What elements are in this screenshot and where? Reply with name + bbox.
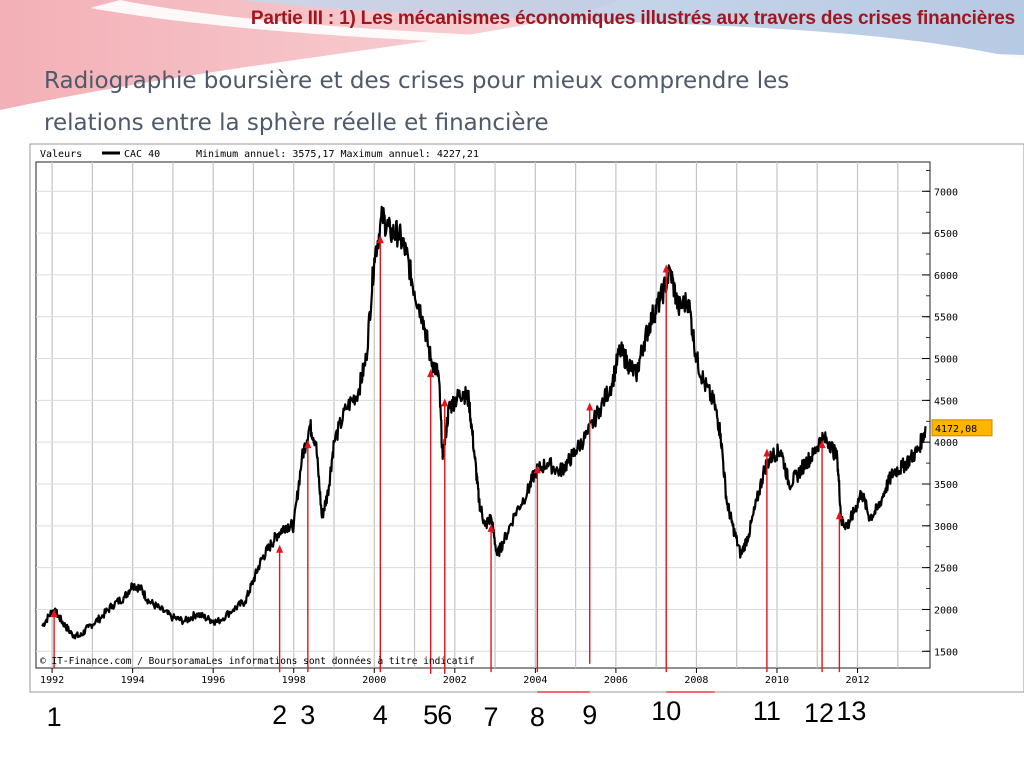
x-tick-label: 2004 — [523, 675, 547, 686]
annotation-arrow-head — [441, 398, 449, 407]
crisis-callout-10: 10 — [651, 696, 682, 726]
y-tick-label: 1500 — [934, 647, 958, 658]
last-value-badge-box — [931, 419, 993, 437]
y-tick-label: 4000 — [934, 438, 958, 449]
slide-decor-pink-wave — [0, 0, 620, 110]
crisis-callout-1: 1 — [46, 702, 62, 732]
annotation-arrow-head — [533, 465, 541, 474]
annotation-layer — [50, 235, 843, 693]
header-annual-stats: Minimum annuel: 3575,17 Maximum annuel: … — [196, 149, 479, 160]
annotation-arrow-head — [763, 448, 771, 457]
slide-subtitle-line-1: Radiographie boursière et des crises pou… — [44, 68, 790, 94]
annotation-arrow-head — [50, 609, 58, 618]
annotation-arrow-head — [304, 440, 312, 449]
y-tick-label: 2000 — [934, 605, 958, 616]
x-tick-label: 2010 — [765, 675, 789, 686]
slide-subtitle: Radiographie boursière et des crises pou… — [44, 60, 994, 144]
x-tick-label: 2006 — [604, 675, 628, 686]
slide-subtitle-line-2: relations entre la sphère réelle et fina… — [44, 110, 549, 136]
annotation-arrow-head — [427, 369, 435, 378]
annotation-arrow-head — [818, 440, 826, 449]
crisis-callout-2: 2 — [272, 700, 288, 730]
y-tick-label: 2500 — [934, 564, 958, 575]
annotation-arrow-head — [276, 544, 284, 553]
slide-decor-white-swoosh — [90, 0, 1024, 62]
x-tick-label: 1994 — [121, 675, 145, 686]
crisis-callout-4: 4 — [372, 700, 388, 730]
slide-decor-blue-wave — [240, 0, 1024, 60]
legend-series-name: CAC 40 — [124, 149, 160, 160]
x-tick-label: 1992 — [40, 675, 64, 686]
crisis-callout-12: 12 — [804, 698, 835, 728]
y-tick-label: 5500 — [934, 313, 958, 324]
annotation-arrow-head — [487, 523, 495, 532]
grid-layer — [36, 162, 930, 668]
x-tick-label: 1996 — [201, 675, 225, 686]
annotation-arrow-head — [835, 511, 843, 520]
y-tick-label: 7000 — [934, 187, 958, 198]
x-tick-label: 2002 — [443, 675, 467, 686]
crisis-callout-11: 11 — [752, 696, 781, 726]
y-tick-label: 6000 — [934, 271, 958, 282]
y-tick-label: 5000 — [934, 355, 958, 366]
annotation-arrow-head — [376, 235, 384, 244]
slide-title: Partie III : 1) Les mécanismes économiqu… — [250, 8, 1015, 29]
crisis-callout-5: 5 — [423, 700, 439, 730]
annotation-arrow-head — [586, 402, 594, 411]
header-valeurs-label: Valeurs — [40, 149, 82, 160]
y-tick-label: 4500 — [934, 396, 958, 407]
y-tick-label: 3500 — [934, 480, 958, 491]
crisis-callout-13: 13 — [836, 696, 867, 726]
y-tick-label: 6500 — [934, 229, 958, 240]
annotation-arrow-head — [662, 264, 670, 273]
plot-area — [35, 161, 931, 669]
crisis-callout-6: 6 — [437, 700, 453, 730]
x-tick-label: 2012 — [845, 675, 869, 686]
crisis-callout-8: 8 — [529, 702, 545, 732]
last-value-badge: 4172,08 — [931, 419, 993, 437]
x-tick-label: 2008 — [684, 675, 708, 686]
x-tick-label: 1998 — [282, 675, 306, 686]
series-layer — [41, 205, 927, 640]
chart-source-note: © IT-Finance.com / BoursoramaLes informa… — [40, 656, 475, 667]
crisis-callout-7: 7 — [483, 702, 499, 732]
slide-decor — [0, 0, 1024, 110]
series-line-cac40 — [41, 205, 927, 640]
axis-layer: 1992 1994 1996 1998 2000 2002 2004 2006 2008 2010… — [40, 169, 958, 686]
crisis-callout-3: 3 — [300, 700, 316, 730]
chart-header: Valeurs CAC 40 Minimum annuel: 3575,17 M… — [40, 149, 479, 160]
x-tick-label: 2000 — [362, 675, 386, 686]
y-tick-label: 3000 — [934, 522, 958, 533]
crisis-callout-9: 9 — [582, 700, 598, 730]
last-value-badge-text: 4172,08 — [935, 424, 977, 435]
